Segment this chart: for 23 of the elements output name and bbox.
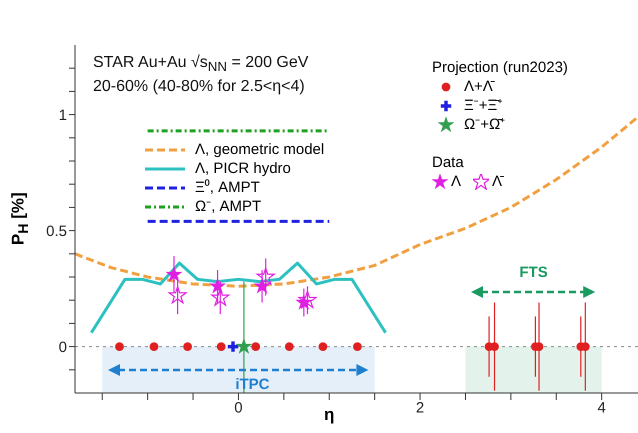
x-tick-label: 2	[416, 400, 424, 417]
legend-label: Λ	[451, 172, 462, 191]
x-tick-label: 4	[598, 400, 606, 417]
band-label: FTS	[518, 264, 549, 281]
legend-label: Λ̄	[492, 172, 502, 191]
annotation: Data	[432, 153, 465, 172]
legend-label: Ξ⁰, AMPT	[195, 178, 260, 197]
x-axis-title: η	[323, 405, 336, 425]
text: STAR Au+Au √s$_{NN}$ = 200 GeV	[93, 53, 308, 76]
text: 20-60% (40-80% for 2.5<η<4)	[93, 77, 306, 98]
line-series	[90, 262, 388, 334]
legend-label: Λ, geometric model	[195, 140, 324, 159]
y-tick-label: 0.5	[46, 222, 67, 240]
x-tick-label: 0	[234, 400, 243, 417]
legend-label: Λ, PICR hydro	[195, 159, 291, 178]
legend-label: Ω⁻+Ω̄⁺	[464, 115, 506, 134]
y-tick-label: 1	[58, 106, 67, 124]
legend-label: Ω⁻, AMPT	[195, 197, 262, 216]
y-tick-label: 0	[58, 338, 67, 356]
legend-label: Λ+Λ̄	[464, 77, 493, 96]
legend-label: Ξ⁻+Ξ̄⁺	[464, 96, 502, 115]
legend-title: Projection (run2023)	[432, 58, 568, 77]
line-series	[75, 115, 638, 288]
